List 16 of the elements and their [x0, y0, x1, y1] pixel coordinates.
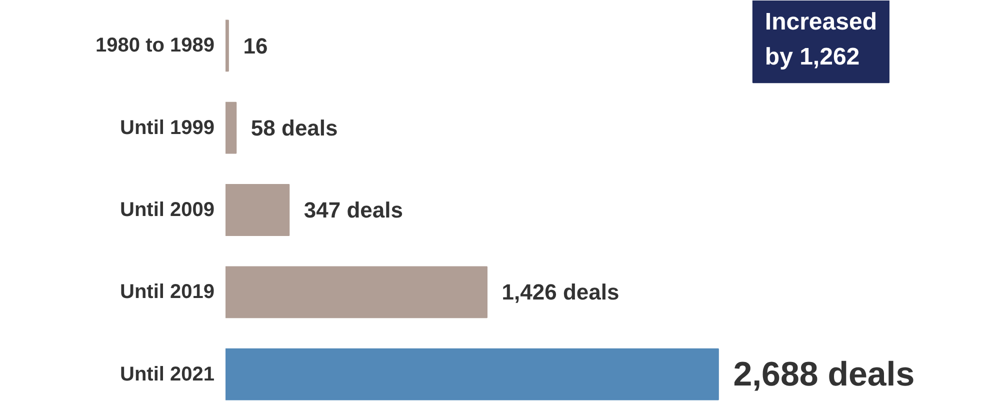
y-tick-label: Until 1999	[120, 116, 214, 139]
data-label: 1,426 deals	[502, 280, 620, 305]
y-tick-label: Until 2021	[120, 363, 214, 386]
data-label: 16	[243, 34, 268, 59]
text: Increased by 1,262	[764, 8, 877, 71]
y-tick-label: 1980 to 1989	[96, 34, 215, 57]
bar	[226, 348, 719, 400]
bar	[226, 102, 237, 154]
data-label: 58 deals	[250, 115, 338, 140]
y-tick-label: Until 2019	[120, 281, 214, 304]
data-label: 2,688 deals	[733, 355, 915, 394]
y-tick-label: Until 2009	[120, 199, 214, 221]
bar	[226, 266, 488, 318]
bar	[226, 184, 290, 236]
data-label: 347 deals	[304, 198, 403, 222]
bar	[226, 20, 229, 72]
